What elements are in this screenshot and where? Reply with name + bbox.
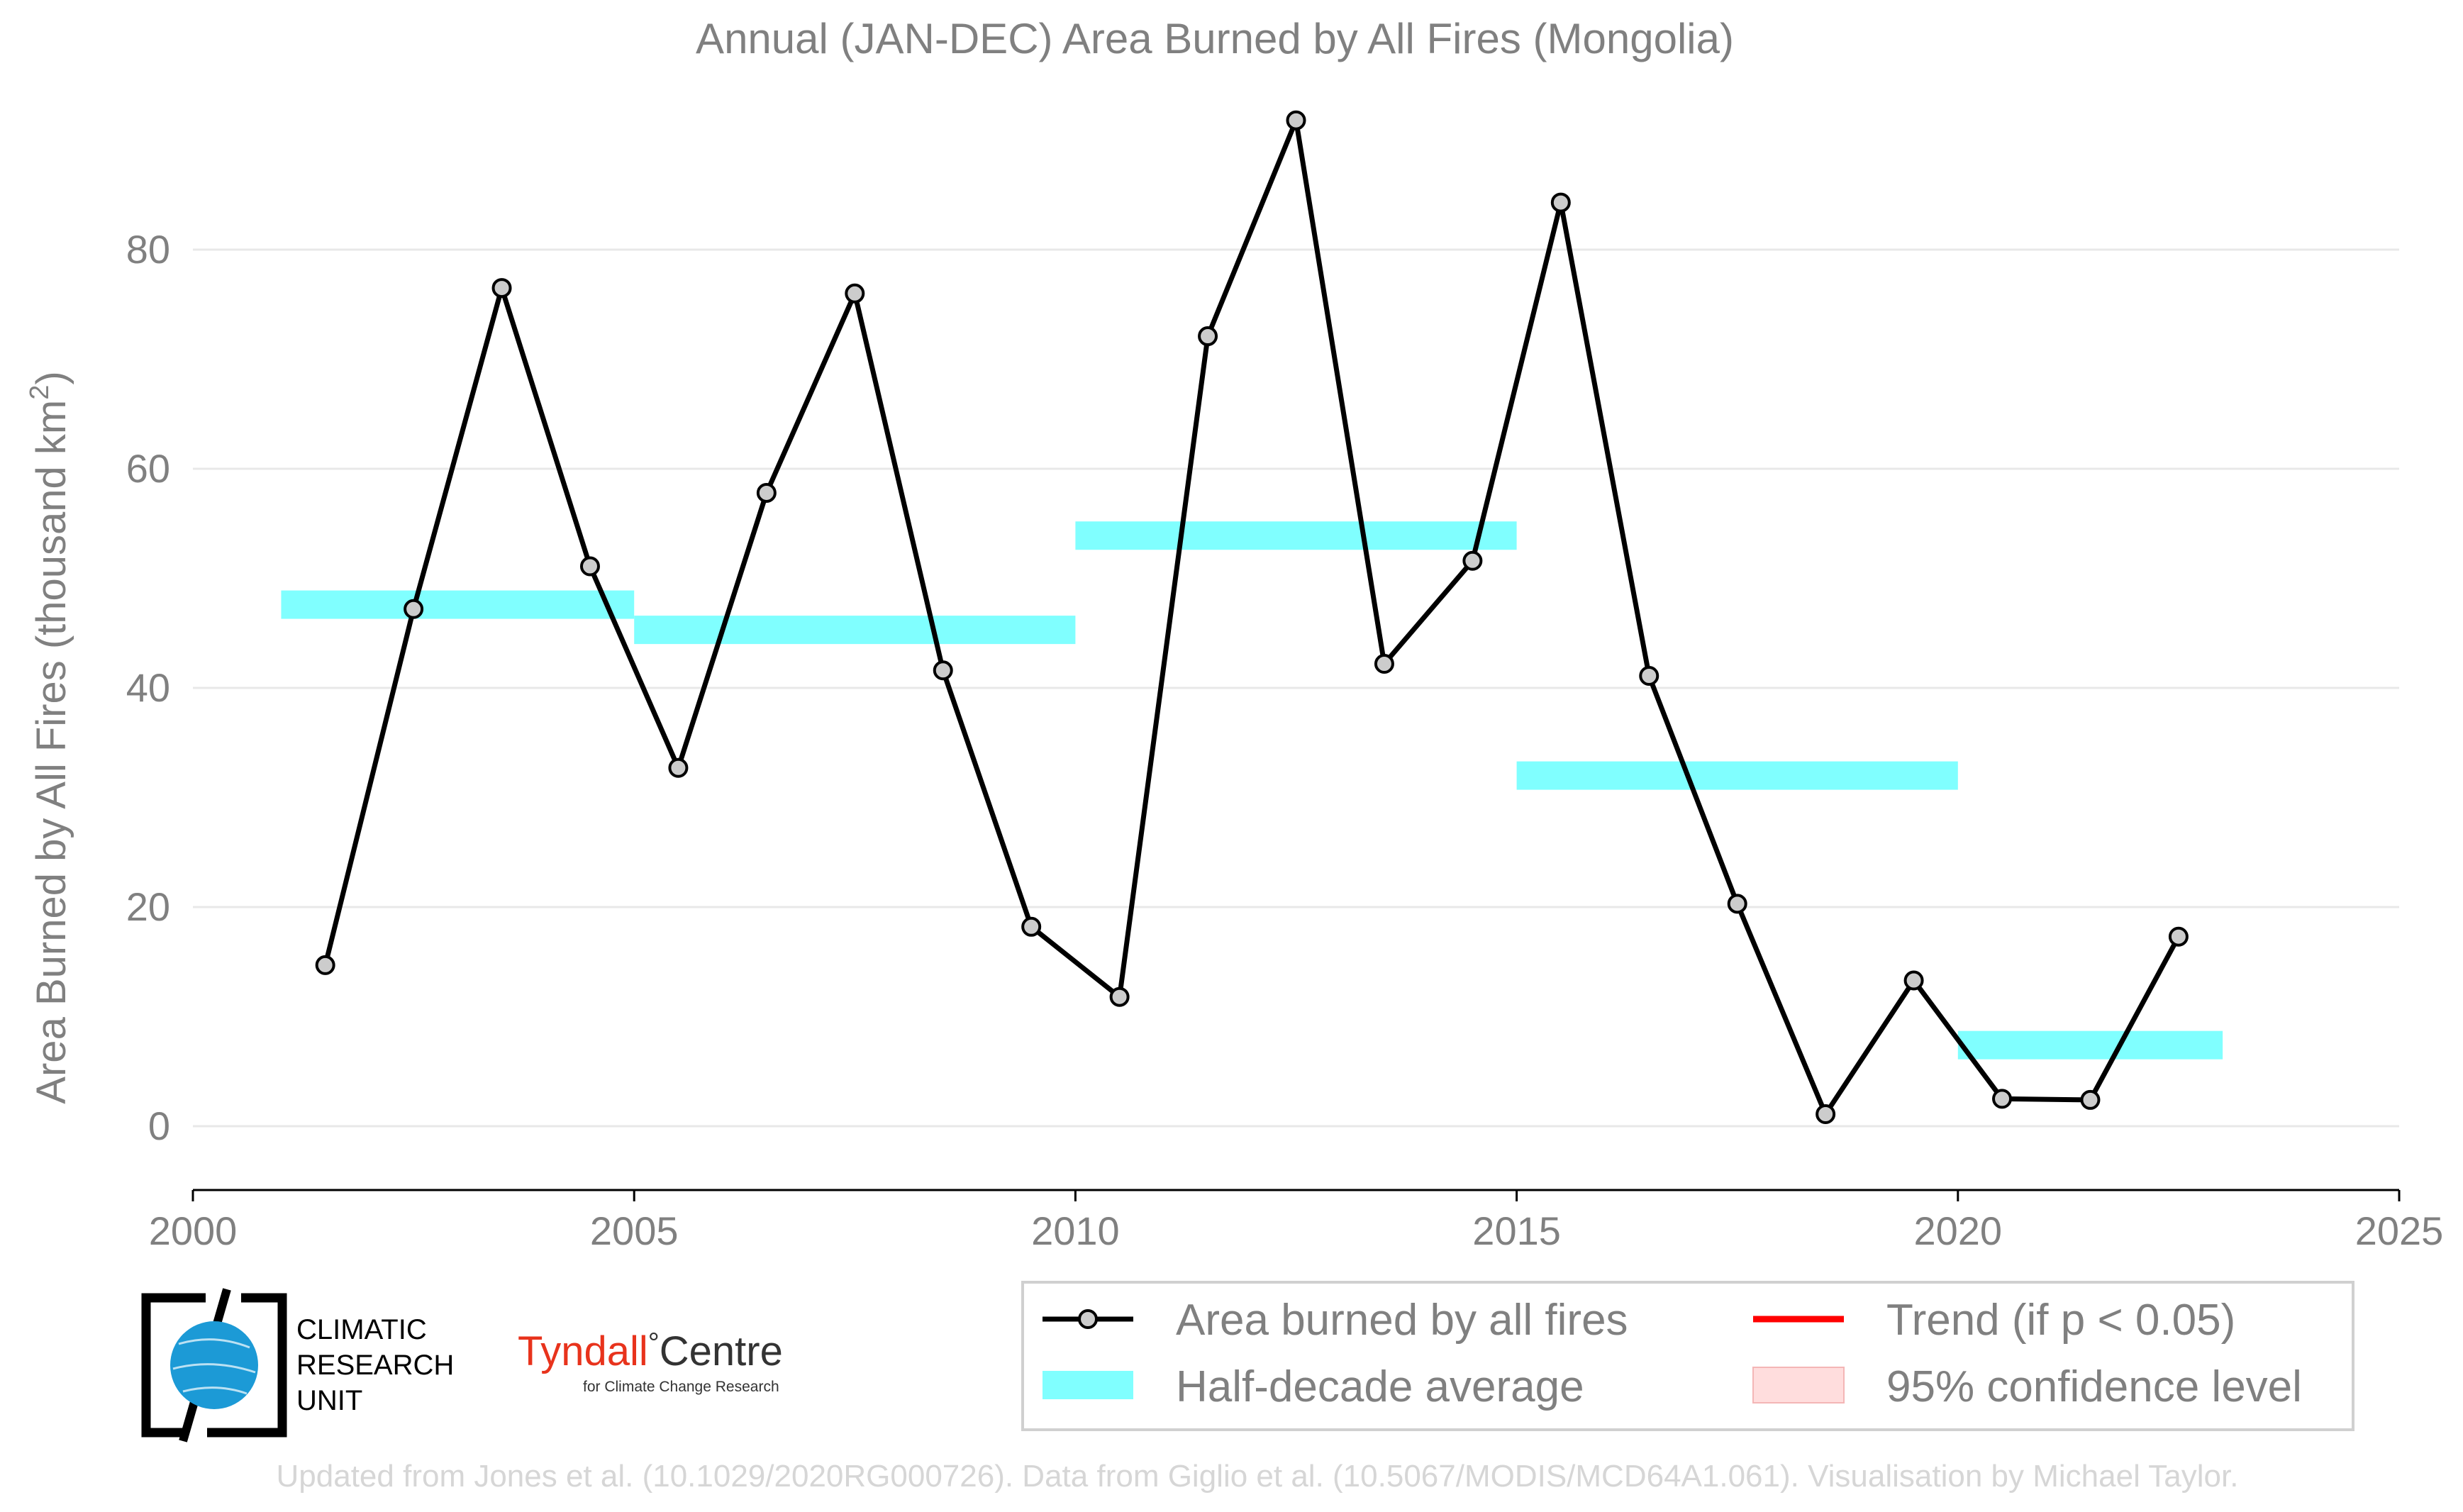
cru-logo-line1: CLIMATIC (296, 1314, 427, 1345)
data-point-7 (933, 660, 953, 681)
cru-logo-line2: RESEARCH (296, 1350, 454, 1381)
data-point-9 (1109, 986, 1130, 1007)
legend-label-confidence: 95% confidence level (1886, 1362, 2302, 1411)
series-markers (315, 110, 2189, 1125)
data-point-11 (1286, 110, 1306, 130)
legend-symbol-series-marker (1078, 1309, 1098, 1329)
x-tick-label-2000: 2000 (149, 1208, 238, 1253)
half-decade-band-2 (1075, 521, 1517, 550)
x-tick-label-2010: 2010 (1031, 1208, 1120, 1253)
data-point-1 (404, 599, 424, 619)
data-point-17 (1816, 1104, 1836, 1125)
y-tick-label-20: 20 (126, 884, 170, 929)
data-point-15 (1639, 666, 1659, 686)
data-point-4 (668, 757, 689, 778)
cru-logo-bracket-left (141, 1293, 206, 1438)
data-point-10 (1198, 326, 1218, 347)
legend-label-series: Area burned by all fires (1176, 1296, 1628, 1345)
data-point-12 (1374, 654, 1394, 674)
cru-globe-lines (172, 1338, 256, 1395)
data-point-3 (579, 556, 600, 577)
legend-label-half-decade: Half-decade average (1176, 1362, 1584, 1411)
legend-frame (1021, 1281, 2354, 1431)
y-axis-ticks: 0 20 40 60 80 (126, 227, 170, 1148)
y-tick-label-40: 40 (126, 665, 170, 710)
data-point-0 (315, 955, 335, 975)
legend-label-trend: Trend (if p < 0.05) (1886, 1296, 2235, 1345)
half-decade-band-4 (1957, 1030, 2223, 1060)
tyndall-logo-degree: ° (648, 1328, 660, 1359)
tyndall-logo-centre: Centre (660, 1328, 783, 1374)
chart-title: Annual (JAN-DEC) Area Burned by All Fire… (696, 15, 1734, 62)
legend-symbol-confidence (1752, 1367, 1845, 1403)
y-axis-label-main: Area Burned by All Fires (thousand km (28, 400, 74, 1104)
data-point-18 (1903, 970, 1924, 991)
grid-lines (193, 248, 2399, 1128)
y-axis-label: Area Burned by All Fires (thousand km2) (25, 371, 74, 1104)
data-point-19 (1992, 1089, 2013, 1109)
half-decade-band-0 (281, 590, 635, 619)
data-point-2 (491, 278, 512, 299)
cru-logo: CLIMATIC RESEARCH UNIT (141, 1288, 454, 1442)
y-axis-label-superscript: 2 (25, 385, 55, 400)
data-point-16 (1727, 894, 1747, 914)
half-decade-band-1 (634, 616, 1076, 645)
y-tick-label-0: 0 (148, 1104, 170, 1148)
half-decade-bands (281, 521, 2223, 1060)
tyndall-logo-title: Tyndall°Centre (518, 1328, 783, 1374)
cru-logo-bracket-right (207, 1293, 287, 1438)
legend: Area burned by all fires Trend (if p < 0… (1021, 1281, 2354, 1431)
data-point-5 (756, 482, 777, 503)
data-point-8 (1021, 916, 1042, 937)
x-tick-label-2025: 2025 (2355, 1208, 2444, 1253)
tyndall-logo-name: Tyndall (518, 1328, 648, 1374)
series-line-group (323, 118, 2181, 1117)
credit-line: Updated from Jones et al. (10.1029/2020R… (277, 1459, 2239, 1494)
x-tick-label-2015: 2015 (1472, 1208, 1561, 1253)
y-tick-label-80: 80 (126, 227, 170, 272)
y-tick-label-60: 60 (126, 446, 170, 491)
data-point-20 (2080, 1089, 2101, 1110)
x-axis: 2000 2005 2010 2015 2020 2025 (149, 1189, 2444, 1253)
x-tick-label-2005: 2005 (590, 1208, 679, 1253)
cru-logo-line3: UNIT (296, 1385, 362, 1416)
data-point-6 (845, 283, 865, 304)
legend-symbol-half-decade (1043, 1371, 1133, 1399)
y-axis-label-suffix: ) (28, 371, 74, 384)
half-decade-band-3 (1516, 761, 1958, 790)
data-point-14 (1550, 192, 1571, 213)
data-point-21 (2168, 926, 2189, 947)
data-point-13 (1462, 550, 1483, 571)
tyndall-logo: Tyndall°Centre for Climate Change Resear… (518, 1328, 783, 1395)
series-line (323, 118, 2181, 1117)
tyndall-logo-subtitle: for Climate Change Research (583, 1379, 779, 1395)
x-tick-label-2020: 2020 (1914, 1208, 2003, 1253)
